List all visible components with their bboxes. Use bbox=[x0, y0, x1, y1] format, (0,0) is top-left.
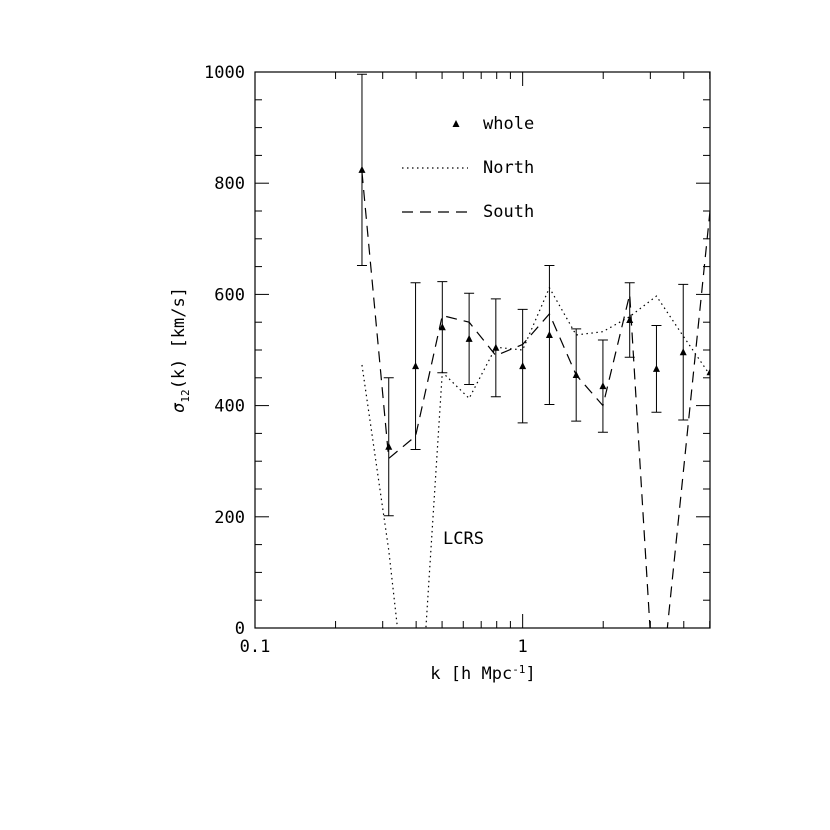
y-tick-label: 1000 bbox=[204, 63, 245, 83]
y-axis-label: σ12(k) [km/s] bbox=[169, 287, 192, 413]
legend-label: whole bbox=[483, 114, 534, 134]
y-label-part: σ bbox=[169, 402, 189, 413]
point bbox=[438, 323, 446, 331]
series-line bbox=[361, 286, 710, 628]
x-tick-label: 0.1 bbox=[240, 637, 271, 657]
plot-area bbox=[356, 73, 710, 628]
point bbox=[412, 362, 420, 370]
y-tick-label: 400 bbox=[214, 397, 245, 417]
point bbox=[519, 362, 527, 370]
point bbox=[385, 442, 393, 450]
point bbox=[599, 382, 607, 390]
point bbox=[626, 315, 634, 323]
point bbox=[358, 165, 366, 173]
series-line bbox=[361, 172, 710, 628]
y-tick-label: 0 bbox=[235, 619, 245, 639]
point bbox=[465, 334, 473, 342]
y-tick-label: 600 bbox=[214, 285, 245, 305]
point bbox=[679, 348, 687, 356]
y-label-sub: 12 bbox=[179, 389, 192, 402]
legend-marker bbox=[452, 120, 460, 127]
y-label-part: (k) [km/s] bbox=[169, 287, 189, 389]
x-tick-label: 1 bbox=[518, 637, 528, 657]
legend-label: North bbox=[483, 158, 534, 178]
annotation: LCRS bbox=[443, 529, 484, 549]
y-tick-label: 200 bbox=[214, 508, 245, 528]
point bbox=[652, 364, 660, 372]
point bbox=[545, 330, 553, 338]
legend-label: South bbox=[483, 202, 534, 222]
x-axis-label: k [h Mpc-1] bbox=[430, 663, 535, 684]
y-tick-label: 800 bbox=[214, 174, 245, 194]
x-label-part: ] bbox=[525, 664, 535, 684]
x-label-sup: -1 bbox=[512, 663, 525, 676]
point bbox=[706, 368, 710, 376]
x-label-part: k [h Mpc bbox=[430, 664, 512, 684]
